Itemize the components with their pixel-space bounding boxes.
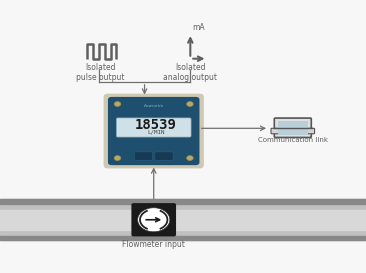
Circle shape [114,102,121,106]
FancyBboxPatch shape [116,118,191,137]
FancyBboxPatch shape [155,152,173,161]
Text: 18539: 18539 [135,118,177,132]
Bar [0,236,366,240]
Bar [0,199,366,240]
FancyBboxPatch shape [108,97,199,165]
Circle shape [187,102,193,106]
Text: Isolated
analog output: Isolated analog output [163,63,217,82]
FancyBboxPatch shape [104,94,204,168]
Text: mA: mA [192,23,205,32]
Circle shape [138,208,170,232]
Text: L/MIN: L/MIN [147,130,165,135]
FancyBboxPatch shape [277,120,308,135]
Text: Isolated
pulse output: Isolated pulse output [76,63,125,82]
Circle shape [187,156,193,161]
Text: Flowmeter input: Flowmeter input [122,240,185,249]
Bar [0,210,366,230]
Circle shape [114,156,121,161]
FancyBboxPatch shape [271,128,314,134]
Text: flownetix: flownetix [144,104,164,108]
FancyBboxPatch shape [274,118,311,137]
Bar [0,199,366,204]
FancyBboxPatch shape [134,152,153,161]
Text: Communication link: Communication link [258,137,328,143]
FancyBboxPatch shape [131,203,176,236]
